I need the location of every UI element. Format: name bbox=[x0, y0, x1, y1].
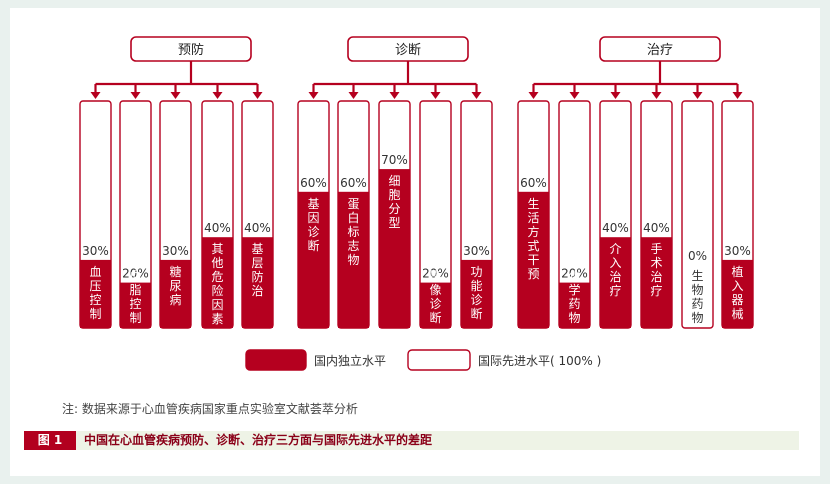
source-note: 注: 数据来源于心血管疾病国家重点实验室文献荟萃分析 bbox=[62, 402, 358, 416]
bar-outline bbox=[681, 100, 714, 329]
caption-bar bbox=[24, 431, 799, 450]
bar-category-label: 基因诊断 bbox=[307, 197, 319, 253]
bar-category-label: 生物药物 bbox=[691, 269, 703, 325]
arrow-head bbox=[528, 92, 539, 99]
bar-category-label: 其他危险因素 bbox=[211, 242, 223, 326]
arrow-head bbox=[90, 92, 101, 99]
bar-value-label: 40% bbox=[602, 221, 629, 235]
bar-fill bbox=[379, 169, 410, 328]
bar-category-label: 基层防治 bbox=[251, 242, 263, 298]
arrow-head bbox=[170, 92, 181, 99]
bar-value-label: 60% bbox=[340, 176, 367, 190]
bar-fill bbox=[160, 259, 191, 328]
bar-value-label: 30% bbox=[162, 244, 189, 258]
bar-fill bbox=[461, 259, 492, 328]
bar-value-label: 60% bbox=[520, 176, 547, 190]
figure-card: 预防 30% 血压控制 20% 血脂控制 30% 糖尿病 40% 其他危险因素 40% 基层防治 诊断… bbox=[10, 8, 820, 476]
bar-fill bbox=[80, 259, 111, 328]
bar-fill bbox=[202, 237, 233, 328]
arrow-head bbox=[389, 92, 400, 99]
bar-category-label: 功能诊断 bbox=[470, 265, 482, 321]
arrow-head bbox=[569, 92, 580, 99]
group-title-0: 预防 bbox=[178, 42, 204, 58]
bar-category-label: 血压控制 bbox=[89, 265, 101, 321]
arrow-head bbox=[252, 92, 263, 99]
arrow-head bbox=[732, 92, 743, 99]
bar-value-label: 60% bbox=[300, 176, 327, 190]
arrow-head bbox=[348, 92, 359, 99]
bar-value-label: 30% bbox=[82, 244, 109, 258]
bar-value-label: 40% bbox=[244, 221, 271, 235]
bar-value-label: 0% bbox=[688, 249, 707, 263]
bar-value-label: 20% bbox=[561, 267, 588, 281]
bar-value-label: 70% bbox=[381, 153, 408, 167]
bar-fill bbox=[120, 282, 151, 328]
bar-value-label: 30% bbox=[724, 244, 751, 258]
legend-label-international: 国际先进水平( 100% ) bbox=[478, 354, 601, 368]
bar-value-label: 20% bbox=[122, 267, 149, 281]
group-title-1: 诊断 bbox=[395, 43, 421, 58]
arrow-head bbox=[430, 92, 441, 99]
legend-swatch-outline bbox=[407, 349, 471, 371]
bar-fill bbox=[518, 191, 549, 328]
bar-category-label: 细胞分型 bbox=[388, 174, 400, 230]
group-title-2: 治疗 bbox=[647, 43, 673, 58]
figure-tag: 图 1 bbox=[24, 431, 76, 450]
bar-category-label: 手术治疗 bbox=[650, 242, 662, 298]
bar-category-label: 植入器械 bbox=[731, 264, 743, 321]
chart: 预防30%血压控制20%血脂控制30%糖尿病40%其他危险因素40%基层防治诊断… bbox=[79, 36, 754, 371]
legend-label-domestic: 国内独立水平 bbox=[314, 353, 386, 368]
bar-value-label: 30% bbox=[463, 244, 490, 258]
bar-value-label: 40% bbox=[643, 221, 670, 235]
bar-fill bbox=[559, 282, 590, 328]
bar-category-label: 影像诊断 bbox=[429, 269, 441, 325]
arrow-head bbox=[130, 92, 141, 99]
figure-caption: 中国在心血管疾病预防、诊断、治疗三方面与国际先进水平的差距 bbox=[84, 433, 433, 447]
bar-fill bbox=[338, 191, 369, 328]
bar-category-label: 蛋白标志物 bbox=[347, 197, 359, 267]
bar-value-label: 20% bbox=[422, 267, 449, 281]
arrow-head bbox=[651, 92, 662, 99]
arrow-head bbox=[308, 92, 319, 99]
bar-fill bbox=[722, 259, 753, 328]
legend-swatch-filled bbox=[245, 349, 307, 371]
bar-fill bbox=[298, 191, 329, 328]
arrow-head bbox=[610, 92, 621, 99]
arrow-head bbox=[471, 92, 482, 99]
bar-category-label: 糖尿病 bbox=[169, 264, 181, 307]
bar-fill bbox=[641, 237, 672, 328]
arrow-head bbox=[212, 92, 223, 99]
bar-category-label: 血脂控制 bbox=[129, 269, 141, 325]
bar-category-label: 生活方式干预 bbox=[527, 197, 539, 281]
bar-fill bbox=[242, 237, 273, 328]
bar-fill bbox=[600, 237, 631, 328]
bar-value-label: 40% bbox=[204, 221, 231, 235]
arrow-head bbox=[692, 92, 703, 99]
bar-fill bbox=[420, 282, 451, 328]
bar-category-label: 介入治疗 bbox=[609, 242, 621, 298]
bar-category-label: 化学药物 bbox=[568, 269, 580, 325]
